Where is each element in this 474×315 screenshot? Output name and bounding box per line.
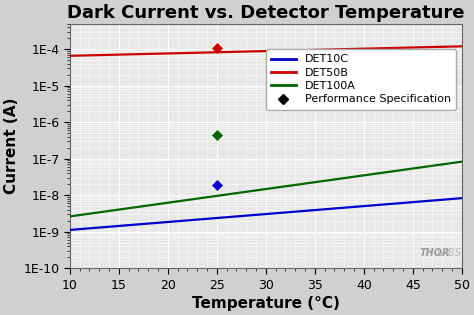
Title: Dark Current vs. Detector Temperature: Dark Current vs. Detector Temperature — [67, 4, 465, 22]
Y-axis label: Current (A): Current (A) — [4, 98, 19, 194]
Text: LABS: LABS — [437, 249, 462, 259]
Legend: DET10C, DET50B, DET100A, Performance Specification: DET10C, DET50B, DET100A, Performance Spe… — [266, 49, 456, 110]
Text: THOR: THOR — [419, 249, 450, 259]
X-axis label: Temperature (°C): Temperature (°C) — [192, 296, 340, 311]
